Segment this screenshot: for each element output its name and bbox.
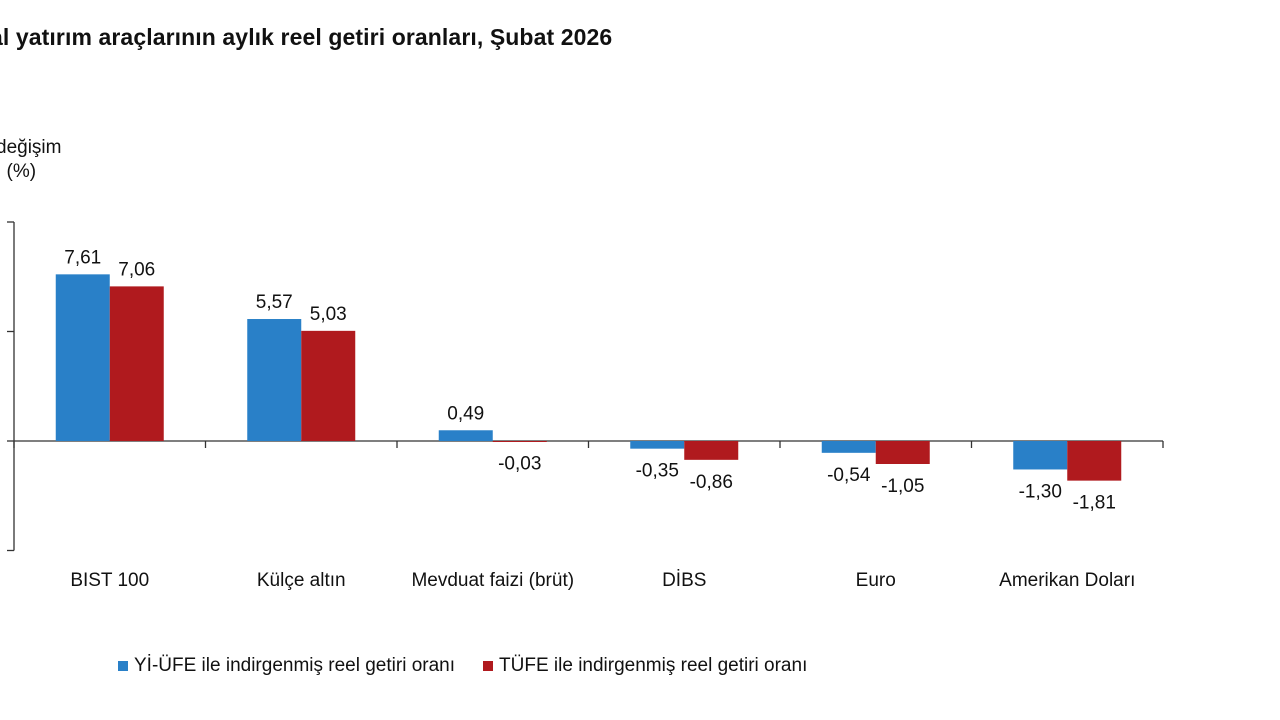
legend-swatch-series-2 [483, 661, 494, 671]
data-label-series-1: 0,49 [447, 403, 484, 424]
data-label-series-2: -1,81 [1073, 493, 1116, 514]
bar-series-2 [875, 441, 930, 464]
y-axis-label-line-2: ı (%) [0, 161, 37, 182]
bar-series-1 [438, 430, 493, 441]
data-label-series-2: -1,05 [881, 476, 924, 497]
data-label-series-1: 5,57 [256, 292, 293, 313]
bar-series-1 [821, 441, 876, 453]
chart-title: al yatırım araçlarının aylık reel getiri… [0, 24, 613, 50]
bar-series-2 [1067, 441, 1122, 481]
category-label: Amerikan Doları [999, 570, 1135, 591]
data-label-series-2: 7,06 [118, 259, 155, 280]
data-label-series-1: -1,30 [1019, 481, 1062, 502]
data-label-series-1: 7,61 [64, 247, 101, 268]
bar-series-1 [55, 274, 110, 441]
bar-series-1 [1013, 441, 1068, 470]
legend-item-series-1: Yİ-ÜFE ile indirgenmiş reel getiri oranı [118, 655, 455, 677]
bar-series-1 [247, 319, 302, 441]
bar-series-2 [684, 441, 739, 460]
legend: Yİ-ÜFE ile indirgenmiş reel getiri oranı… [118, 655, 835, 677]
data-label-series-2: -0,86 [690, 472, 733, 493]
category-label: BIST 100 [70, 570, 149, 591]
category-label: Euro [856, 570, 896, 591]
data-label-series-2: 5,03 [310, 304, 347, 325]
data-label-series-1: -0,54 [827, 465, 871, 486]
bar-series-2 [109, 286, 164, 441]
data-label-series-2: -0,03 [498, 454, 541, 475]
legend-swatch-series-1 [118, 661, 128, 671]
legend-item-series-2: TÜFE ile indirgenmiş reel getiri oranı [483, 655, 807, 677]
legend-label-series-2: TÜFE ile indirgenmiş reel getiri oranı [499, 655, 808, 676]
bar-series-2 [301, 330, 356, 441]
data-label-series-1: -0,35 [636, 461, 679, 482]
y-axis-label-line-1: değişim [0, 137, 62, 158]
category-label: Külçe altın [257, 570, 346, 591]
category-label: DİBS [662, 570, 706, 591]
legend-label-series-1: Yİ-ÜFE ile indirgenmiş reel getiri oranı [134, 655, 456, 676]
bar-series-1 [630, 441, 685, 449]
category-label: Mevduat faizi (brüt) [411, 570, 574, 591]
bar-series-2 [492, 441, 547, 442]
